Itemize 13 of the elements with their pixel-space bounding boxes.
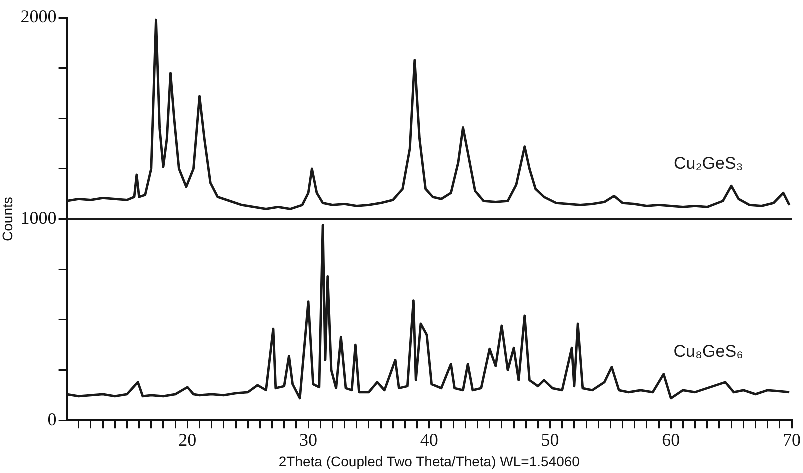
y-tick-label: 0 — [48, 409, 57, 430]
x-tick-label: 30 — [300, 430, 318, 450]
x-tick-label: 50 — [541, 430, 560, 450]
y-axis-title: Counts — [0, 197, 16, 242]
series-label: Cu₂GeS₃ — [674, 154, 744, 173]
x-tick-label: 60 — [662, 430, 680, 450]
x-tick-label: 40 — [420, 430, 438, 450]
y-tick-label: 2000 — [20, 6, 57, 27]
x-tick-label: 70 — [783, 430, 801, 450]
x-tick-label: 20 — [178, 430, 197, 450]
x-axis-title: 2Theta (Coupled Two Theta/Theta) WL=1.54060 — [278, 453, 580, 470]
series-label: Cu₈GeS₆ — [674, 342, 744, 361]
y-tick-label: 1000 — [20, 208, 57, 228]
